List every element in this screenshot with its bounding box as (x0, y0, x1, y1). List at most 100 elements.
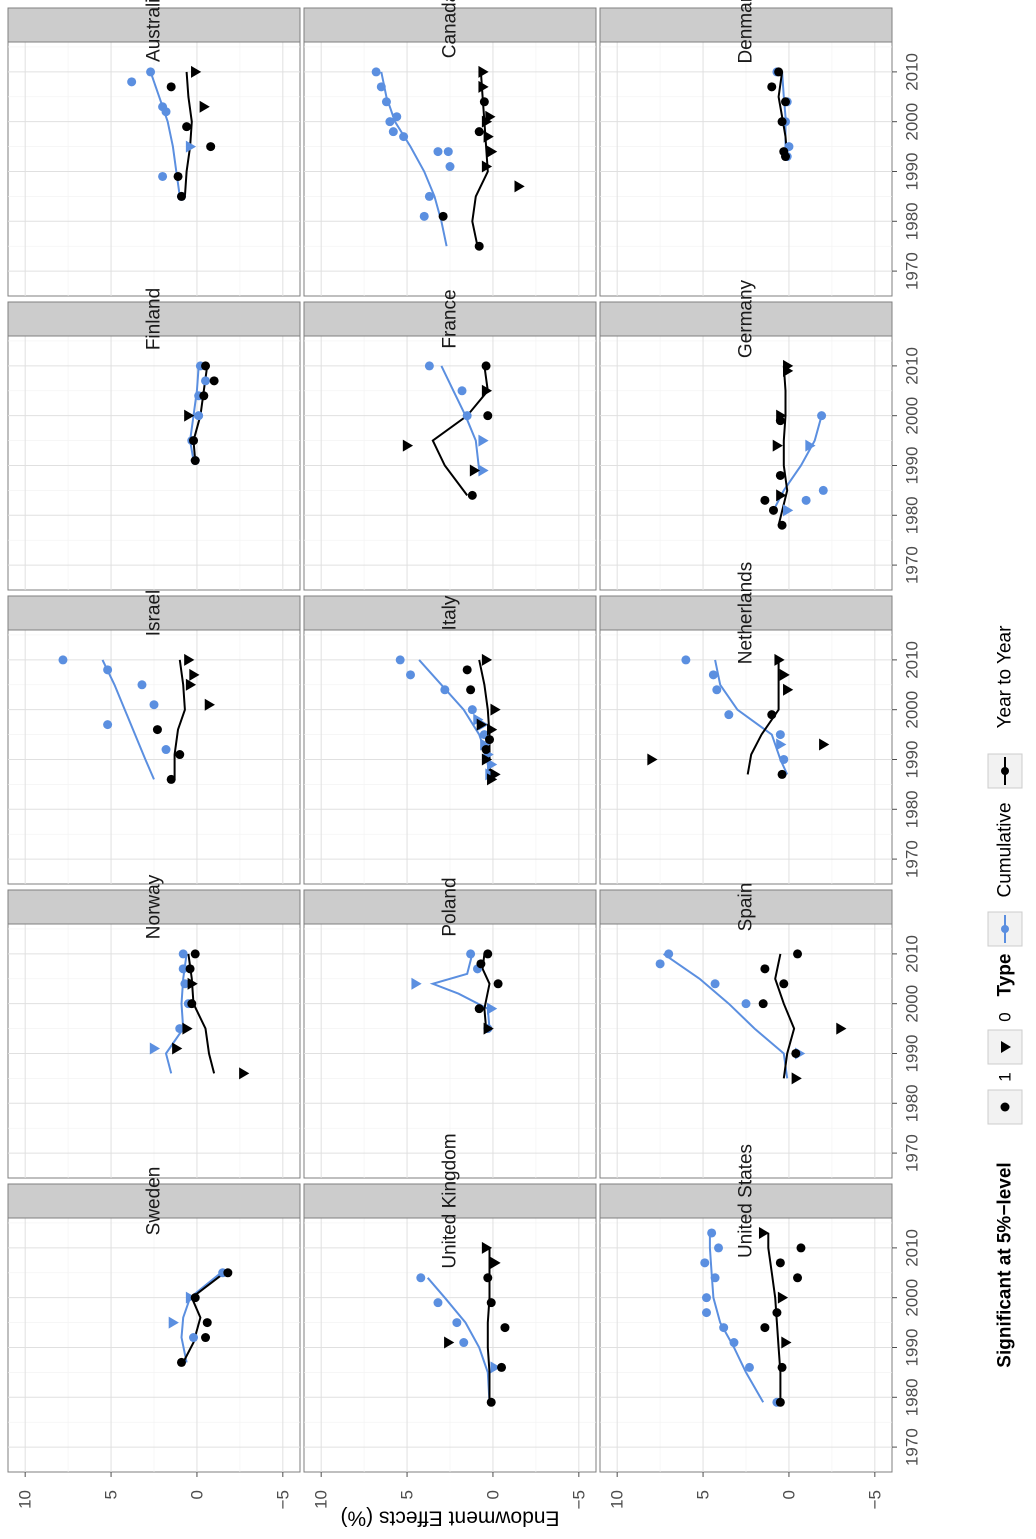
year-to-year-point-significant (185, 964, 195, 974)
year-axis-tick-label: 1980 (903, 1378, 922, 1416)
year-to-year-point-significant (483, 949, 493, 959)
facet-spain: Spain (599, 883, 893, 1179)
cumulative-point-significant (744, 1362, 754, 1372)
cumulative-point-significant (445, 162, 455, 172)
cumulative-point-significant (424, 361, 434, 371)
value-axis-tick-label: 5 (398, 1490, 417, 1499)
facet-label: France (440, 289, 461, 348)
year-to-year-smooth-line (486, 1247, 491, 1403)
year-to-year-point-significant (777, 1362, 787, 1372)
year-to-year-smooth-line (183, 71, 193, 197)
year-to-year-smooth-line (774, 953, 796, 1079)
year-axis-tick-label: 1990 (903, 447, 922, 485)
facet-strip (599, 7, 893, 43)
year-to-year-point-significant (152, 725, 162, 735)
year-to-year-point-not-significant (184, 653, 195, 666)
year-to-year-point-not-significant (485, 110, 496, 123)
legend-key-circle (1000, 1102, 1010, 1112)
facet-label: United Kingdom (440, 1133, 461, 1268)
year-to-year-point-not-significant (469, 464, 481, 477)
cumulative-point-significant (457, 386, 467, 396)
facet-germany: Germany (599, 279, 893, 591)
cumulative-point-significant (724, 710, 734, 720)
facet-denmark: Denmark (599, 0, 893, 297)
year-axis-tick-label: 2010 (903, 641, 922, 679)
facet-united-kingdom: United Kingdom (303, 1133, 597, 1473)
year-to-year-point-not-significant (774, 653, 785, 666)
year-to-year-smooth-line (173, 659, 186, 780)
facet-netherlands: Netherlands (599, 562, 893, 885)
cumulative-point-significant (416, 1273, 426, 1283)
year-axis-tick-label: 2000 (903, 691, 922, 729)
year-to-year-point-not-significant (481, 384, 493, 397)
cumulative-point-significant (700, 1258, 710, 1268)
year-axis-tick-label: 1980 (903, 1084, 922, 1122)
cumulative-point-not-significant (478, 434, 489, 447)
cumulative-point-significant (381, 97, 391, 107)
year-to-year-point-significant (474, 1004, 484, 1014)
year-axis-tick-label: 1970 (903, 1428, 922, 1466)
year-to-year-smooth-line (182, 1272, 226, 1363)
legend-significance-title: Significant at 5%−level (995, 1162, 1016, 1367)
cumulative-point-significant (58, 655, 68, 665)
cumulative-smooth-line (663, 953, 789, 1079)
year-to-year-point-significant (474, 127, 484, 137)
cumulative-point-significant (127, 77, 137, 87)
cumulative-point-significant (459, 1338, 469, 1348)
cumulative-point-significant (452, 1318, 462, 1328)
legend-cumulative-point (1001, 925, 1009, 933)
cumulative-point-significant (158, 171, 168, 181)
facet-strip (7, 1183, 301, 1219)
year-to-year-point-not-significant (490, 703, 501, 716)
year-to-year-point-not-significant (483, 130, 494, 143)
cumulative-point-significant (710, 1273, 720, 1283)
year-to-year-point-significant (466, 685, 476, 695)
year-to-year-point-significant (176, 191, 186, 201)
facet-strip (7, 7, 301, 43)
cumulative-point-significant (103, 720, 113, 730)
year-to-year-point-significant (760, 495, 770, 505)
year-to-year-point-significant (166, 774, 176, 784)
year-to-year-point-significant (793, 1273, 803, 1283)
cumulative-point-not-significant (490, 1361, 501, 1374)
year-to-year-point-not-significant (487, 145, 498, 158)
year-to-year-point-significant (223, 1268, 233, 1278)
year-to-year-point-not-significant (647, 753, 658, 766)
facet-france: France (303, 289, 597, 591)
year-to-year-point-not-significant (783, 359, 794, 372)
year-to-year-point-significant (483, 411, 493, 421)
year-to-year-point-significant (779, 147, 789, 157)
year-to-year-point-not-significant (758, 1226, 770, 1239)
year-to-year-point-not-significant (481, 160, 493, 173)
cumulative-point-not-significant (776, 738, 787, 751)
year-axis-tick-label: 1990 (903, 741, 922, 779)
year-axis-tick-label: 2010 (903, 1229, 922, 1267)
cumulative-point-significant (178, 949, 188, 959)
year-axis-tick-label: 1980 (903, 496, 922, 534)
cumulative-point-significant (779, 754, 789, 764)
year-axis-tick-label: 2010 (903, 935, 922, 973)
cumulative-point-significant (714, 1243, 724, 1253)
cumulative-point-significant (137, 680, 147, 690)
facet-strip (303, 301, 597, 337)
facet-strip (303, 1183, 597, 1219)
cumulative-point-significant (424, 191, 434, 201)
year-to-year-point-significant (777, 117, 787, 127)
value-axis-tick-label: −5 (273, 1490, 292, 1509)
year-to-year-smooth-line (187, 953, 216, 1074)
cumulative-point-significant (664, 949, 674, 959)
legend-type-item: Year to Year (995, 625, 1016, 729)
year-to-year-point-significant (474, 241, 484, 251)
year-to-year-point-significant (206, 142, 216, 152)
year-axis-tick-label: 2000 (903, 1279, 922, 1317)
cumulative-point-not-significant (168, 1316, 179, 1329)
year-to-year-point-not-significant (182, 1022, 193, 1035)
year-to-year-point-not-significant (476, 718, 487, 731)
year-to-year-smooth-line (431, 365, 489, 496)
facet-strip (7, 301, 301, 337)
cumulative-point-significant (681, 655, 691, 665)
facet-sweden: Sweden (7, 1167, 301, 1473)
cumulative-point-significant (708, 670, 718, 680)
